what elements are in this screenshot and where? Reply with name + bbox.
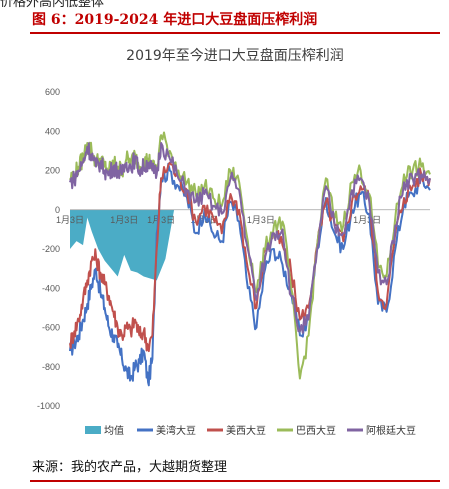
figure-header: 图 6：2019-2024 年进口大豆盘面压榨利润 [30, 6, 440, 34]
chart: 2019年至今进口大豆盘面压榨利润 600 400 200 0 -200 -400 -600… [37, 47, 431, 437]
series-line-4 [69, 142, 431, 334]
y-tick-label: 600 [45, 87, 60, 97]
y-tick-label: -200 [42, 244, 60, 254]
top-text: 价格外高内低整体 [0, 0, 105, 10]
x-tick-label: 1月3日 [353, 215, 381, 225]
x-tick-label: 1月3日 [110, 215, 138, 225]
chart-title: 2019年至今进口大豆盘面压榨利润 [126, 47, 344, 64]
legend: 均值 美湾大豆 美西大豆 巴西大豆 阿根廷大豆 [85, 424, 416, 437]
y-tick-label: 200 [45, 166, 60, 176]
legend-label: 美西大豆 [226, 424, 266, 437]
legend-label: 阿根廷大豆 [366, 424, 416, 437]
figure-footer: 来源：我的农产品，大越期货整理 [30, 450, 440, 482]
y-tick-label: -400 [42, 283, 60, 293]
x-tick-label: 1月3日 [190, 215, 218, 225]
series-line-2 [69, 161, 431, 353]
legend-label: 巴西大豆 [296, 424, 336, 437]
x-tick-label: 1月3日 [56, 215, 84, 225]
y-tick-label: -800 [42, 362, 60, 372]
y-axis-ticks: 600 400 200 0 -200 -400 -600 -800 -1000 [37, 87, 60, 411]
y-tick-label: 0 [55, 205, 60, 215]
figure-source: 来源：我的农产品，大越期货整理 [32, 460, 228, 475]
series-lines [69, 131, 431, 387]
y-tick-label: -1000 [37, 401, 60, 411]
figure-title: 图 6：2019-2024 年进口大豆盘面压榨利润 [32, 12, 318, 28]
y-tick-label: -600 [42, 323, 60, 333]
x-tick-label: 1月3日 [247, 215, 275, 225]
legend-label: 均值 [104, 424, 124, 437]
x-tick-label: 1月3日 [147, 215, 175, 225]
legend-swatch [85, 426, 101, 434]
legend-label: 美湾大豆 [156, 424, 196, 437]
x-axis-ticks: 1月3日 1月3日 1月3日 1月3日 1月3日 1月3日 [56, 215, 381, 225]
y-tick-label: 400 [45, 126, 60, 136]
